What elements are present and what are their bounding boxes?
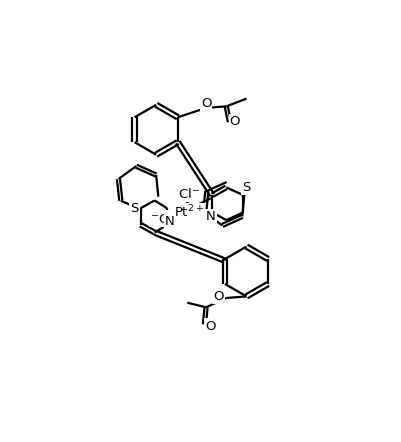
Text: N: N <box>164 214 174 228</box>
Text: N: N <box>205 210 215 224</box>
Text: O: O <box>200 97 211 110</box>
Text: Pt$^{2+}$: Pt$^{2+}$ <box>174 204 203 221</box>
Text: O: O <box>213 290 223 303</box>
Text: O: O <box>229 115 240 129</box>
Text: S: S <box>242 181 250 194</box>
Text: Cl$^{-}$: Cl$^{-}$ <box>178 187 199 201</box>
Text: O: O <box>205 320 215 332</box>
Text: S: S <box>130 202 138 215</box>
Text: $^{-}$Cl: $^{-}$Cl <box>150 212 171 225</box>
